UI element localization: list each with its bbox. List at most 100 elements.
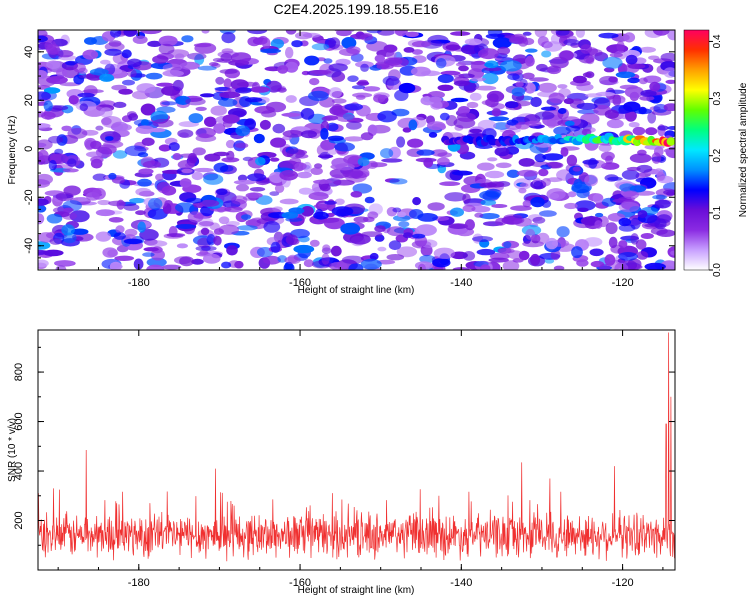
heatmap-cell (38, 139, 53, 150)
heatmap-cell (385, 50, 397, 59)
heatmap-cell (195, 127, 216, 139)
y-tick-label: 800 (13, 363, 25, 381)
heatmap-cell (136, 83, 156, 94)
heatmap-cell (581, 128, 592, 136)
heatmap-cell (629, 153, 652, 163)
heatmap-cell (582, 72, 592, 78)
heatmap-cell (539, 210, 557, 217)
heatmap-cell (49, 238, 63, 245)
heatmap-cell (541, 50, 552, 58)
heatmap-cell (323, 115, 339, 121)
heatmap-cell (202, 253, 221, 264)
heatmap-cell (464, 219, 475, 231)
heatmap-cell (374, 54, 385, 63)
heatmap-cell (218, 216, 230, 225)
heatmap-cell (433, 247, 456, 259)
heatmap-cell (634, 108, 652, 115)
heatmap-cell (511, 87, 526, 97)
heatmap-cell (46, 76, 68, 84)
heatmap-cell (538, 168, 549, 177)
heatmap-cell (606, 119, 624, 129)
heatmap-cell (172, 153, 182, 161)
heatmap-cell (412, 197, 421, 206)
heatmap-cell (647, 111, 657, 124)
heatmap-cell (432, 258, 451, 268)
heatmap-cell (95, 125, 104, 131)
heatmap-cell (543, 41, 563, 52)
heatmap-cell (135, 125, 155, 134)
heatmap-cell (488, 257, 509, 263)
heatmap-cell (206, 234, 216, 246)
heatmap-cell (300, 108, 315, 120)
heatmap-cell (323, 58, 333, 64)
heatmap-cell (518, 250, 530, 261)
y-tick-label: 0 (23, 146, 35, 152)
heatmap-cell (480, 199, 497, 206)
heatmap-cell (621, 169, 640, 180)
heatmap-cell (576, 102, 598, 110)
heatmap-cell (456, 112, 476, 123)
heatmap-cell (478, 48, 499, 60)
heatmap-cell (221, 261, 232, 269)
heatmap-cell (338, 48, 360, 56)
heatmap-cell (221, 157, 240, 163)
heatmap-cell (457, 106, 470, 115)
heatmap-cell (555, 30, 570, 36)
heatmap-cell (612, 94, 622, 107)
heatmap-cell (79, 103, 89, 112)
heatmap-cell (453, 73, 465, 79)
heatmap-cell (285, 234, 299, 245)
heatmap-cell (624, 86, 644, 98)
heatmap-cell (328, 63, 348, 72)
heatmap-cell (61, 224, 75, 236)
heatmap-cell (599, 263, 611, 270)
heatmap-cell (601, 197, 617, 207)
y-tick-label: 200 (13, 511, 25, 529)
heatmap-cell (113, 232, 126, 240)
heatmap-cell (152, 55, 169, 64)
heatmap-signal-band (441, 132, 675, 147)
heatmap-cell (221, 48, 234, 54)
heatmap-cell (277, 87, 287, 93)
heatmap-cell (108, 172, 117, 180)
heatmap-cell (474, 212, 484, 218)
x-tick-label: -140 (450, 577, 472, 589)
heatmap-x-ticks: -180 -160 -140 -120 (57, 30, 664, 289)
heatmap-cell (357, 157, 370, 167)
heatmap-cell (462, 193, 471, 204)
heatmap-cell (102, 247, 118, 258)
heatmap-cell (228, 260, 241, 268)
heatmap-cell (627, 63, 646, 69)
x-tick-label: -120 (612, 577, 634, 589)
heatmap-cell (77, 92, 95, 98)
heatmap-cell (450, 97, 469, 103)
heatmap-cell (293, 244, 315, 254)
y-tick-label: 600 (13, 412, 25, 430)
heatmap-cell (135, 187, 152, 196)
heatmap-cell (308, 90, 329, 101)
heatmap-cell (38, 198, 49, 206)
heatmap-cell (104, 48, 122, 56)
heatmap-cell (286, 148, 306, 159)
heatmap-cell (544, 258, 555, 264)
heatmap-cell (224, 206, 243, 213)
heatmap-cell (394, 89, 409, 101)
heatmap-cell (55, 192, 74, 202)
heatmap-cell (515, 81, 524, 88)
heatmap-cell (233, 179, 256, 185)
heatmap-cell (563, 39, 580, 46)
heatmap-cell (369, 252, 379, 261)
heatmap-cell (320, 127, 329, 140)
heatmap-cell (101, 116, 122, 128)
snr-x-ticks: -180 -160 -140 -120 (57, 330, 664, 589)
heatmap-cell (194, 42, 217, 54)
heatmap-cell (564, 120, 575, 127)
heatmap-cell (105, 136, 114, 141)
heatmap-cell (322, 244, 331, 252)
heatmap-cell (162, 63, 183, 72)
heatmap-cell (247, 173, 267, 182)
heatmap-cell (608, 236, 618, 249)
heatmap-cell (423, 263, 434, 268)
heatmap-cell (147, 40, 162, 48)
heatmap-cell (313, 179, 333, 184)
